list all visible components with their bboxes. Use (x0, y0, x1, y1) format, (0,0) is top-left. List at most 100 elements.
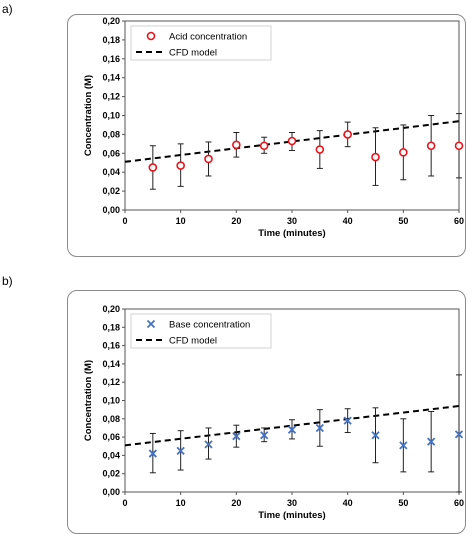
legend-label: Acid concentration (169, 32, 247, 43)
y-axis-label: Concentration (M) (83, 75, 94, 156)
x-axis-label: Time (minutes) (258, 510, 325, 521)
y-tick-label: 0,16 (102, 54, 120, 64)
y-tick-label: 0,14 (102, 359, 120, 369)
x-tick-label: 10 (176, 216, 186, 226)
y-tick-label: 0,06 (102, 148, 120, 158)
data-point (148, 432, 157, 474)
chart-a: 0,00 0,02 0,04 0,06 0,08 0,10 0,12 0,14 0,16 0,18… (83, 16, 464, 239)
panel-b-label: b) (2, 274, 13, 288)
y-tick-label: 0,10 (102, 111, 120, 121)
x-tick-label: 60 (454, 216, 464, 226)
x-tick-label: 30 (287, 498, 297, 508)
panel-a-label: a) (2, 2, 13, 16)
data-point (204, 427, 213, 460)
data-point (260, 427, 269, 443)
x-marker (371, 431, 380, 440)
legend: Acid concentration CFD model (130, 25, 272, 61)
x-tick-label: 20 (231, 498, 241, 508)
y-tick-label: 0,16 (102, 341, 120, 351)
x-marker (232, 432, 241, 441)
x-marker (454, 430, 464, 439)
data-point (343, 121, 352, 148)
x-marker (204, 440, 213, 449)
data-point (287, 419, 297, 440)
circle-marker (371, 152, 380, 162)
legend-label: CFD model (169, 48, 217, 59)
data-point (176, 430, 185, 471)
circle-marker (426, 141, 436, 151)
x-tick-label: 40 (343, 216, 353, 226)
data-point (176, 143, 185, 187)
x-marker (399, 441, 408, 450)
y-tick-label: 0,20 (102, 16, 120, 26)
legend-circle-marker (146, 31, 156, 41)
y-tick-label: 0,18 (102, 322, 120, 332)
chart-b: 0,00 0,02 0,04 0,06 0,08 0,10 0,12 0,14 0,16 0,18… (83, 304, 464, 521)
x-tick-label: 30 (287, 216, 297, 226)
y-tick-label: 0,02 (102, 186, 120, 196)
data-point (204, 141, 213, 177)
y-tick-label: 0,06 (102, 432, 120, 442)
x-tick-label: 0 (122, 216, 127, 226)
legend-x-marker (146, 319, 156, 329)
data-point (426, 115, 436, 177)
circle-marker (148, 163, 158, 172)
y-tick-label: 0,08 (102, 414, 120, 424)
circle-marker (287, 136, 297, 146)
data-point (259, 136, 269, 154)
x-marker (343, 416, 352, 425)
data-point (287, 132, 297, 151)
legend-label: CFD model (169, 336, 217, 347)
data-point (232, 132, 241, 158)
circle-marker (399, 148, 408, 157)
data-point (454, 374, 464, 493)
y-tick-label: 0,04 (102, 450, 120, 460)
y-tick-label: 0,02 (102, 469, 120, 479)
x-tick-label: 0 (122, 498, 127, 508)
data-point (399, 418, 408, 473)
y-tick-label: 0,12 (102, 92, 120, 102)
legend: Base concentration CFD model (130, 313, 272, 349)
data-point (343, 408, 352, 434)
x-tick-label: 20 (231, 216, 241, 226)
y-tick-label: 0,14 (102, 73, 120, 83)
data-point (454, 113, 464, 179)
circle-marker (176, 161, 185, 170)
x-marker (148, 449, 157, 458)
y-tick-label: 0,20 (102, 304, 120, 314)
y-tick-label: 0,08 (102, 129, 120, 139)
circle-marker (259, 141, 269, 151)
data-point (315, 130, 325, 169)
data-point (399, 124, 408, 181)
y-tick-label: 0,18 (102, 35, 120, 45)
legend-label: Base concentration (169, 320, 250, 331)
data-point (232, 424, 241, 448)
x-axis-label: Time (minutes) (258, 228, 325, 239)
x-tick-label: 40 (343, 498, 353, 508)
y-tick-label: 0,12 (102, 377, 120, 387)
x-marker (315, 423, 324, 433)
x-tick-label: 10 (176, 498, 186, 508)
circle-marker (204, 154, 213, 164)
circle-marker (315, 145, 325, 154)
y-tick-label: 0,00 (102, 205, 120, 215)
circle-marker (343, 130, 352, 139)
circle-marker (454, 141, 464, 151)
x-marker (260, 431, 269, 440)
x-tick-label: 50 (398, 216, 408, 226)
cfd-model-line (124, 404, 460, 447)
legend-box (130, 313, 272, 349)
x-tick-label: 60 (454, 498, 464, 508)
y-tick-label: 0,00 (102, 487, 120, 497)
y-axis-label: Concentration (M) (83, 360, 94, 441)
data-point (371, 127, 380, 186)
chart-b-frame: 0,00 0,02 0,04 0,06 0,08 0,10 0,12 0,14 0,16 0,18… (67, 290, 466, 534)
data-point (148, 145, 158, 190)
x-marker (176, 446, 185, 455)
x-marker (287, 425, 297, 434)
data-point (315, 409, 324, 447)
y-tick-label: 0,10 (102, 396, 120, 406)
data-point (427, 410, 436, 473)
x-marker (427, 437, 436, 446)
y-tick-label: 0,04 (102, 167, 120, 177)
